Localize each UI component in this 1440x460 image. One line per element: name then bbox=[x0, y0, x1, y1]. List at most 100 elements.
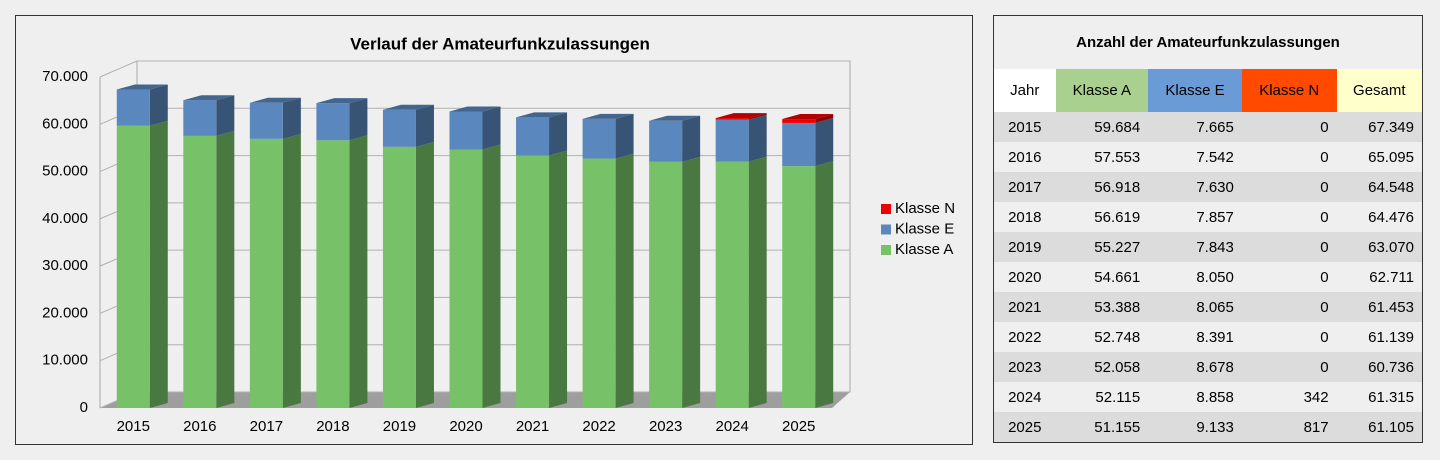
bar bbox=[649, 161, 683, 408]
bar bbox=[382, 109, 416, 147]
bar-side bbox=[149, 120, 168, 409]
table-row: 2016 57.553 7.542 0 65.095 bbox=[994, 142, 1422, 172]
bar-top bbox=[316, 98, 368, 104]
bar bbox=[516, 155, 550, 408]
bar-side bbox=[615, 153, 634, 408]
legend-label: Klasse A bbox=[895, 241, 953, 258]
x-tick-label: 2024 bbox=[715, 418, 748, 435]
bar-side bbox=[815, 117, 834, 167]
table-cell: 0 bbox=[1320, 118, 1329, 136]
bar-side bbox=[615, 113, 634, 159]
bar bbox=[782, 119, 816, 123]
table-cell: 817 bbox=[1303, 418, 1329, 436]
table-cell: 0 bbox=[1320, 358, 1329, 376]
bar bbox=[183, 135, 217, 409]
table-cell: 8.065 bbox=[1196, 298, 1234, 316]
bar-top bbox=[449, 106, 501, 112]
x-tick-label: 2019 bbox=[383, 418, 416, 435]
bar-side bbox=[682, 115, 701, 162]
y-tick-label: 10.000 bbox=[42, 352, 88, 369]
bar-side bbox=[549, 112, 568, 156]
data-table: Anzahl der Amateurfunkzulassungen Jahr Kl… bbox=[993, 15, 1423, 443]
table-title: Anzahl der Amateurfunkzulassungen bbox=[1076, 34, 1340, 51]
table-cell: 62.711 bbox=[1369, 268, 1414, 286]
bar bbox=[316, 140, 350, 408]
table-cell: 61.105 bbox=[1368, 418, 1414, 436]
table-cell: 61.453 bbox=[1368, 298, 1414, 316]
bar bbox=[449, 149, 483, 408]
y-tick-label: 20.000 bbox=[42, 304, 88, 321]
bar bbox=[582, 158, 616, 408]
header-cell: Klasse N bbox=[1241, 69, 1337, 112]
x-tick-label: 2020 bbox=[449, 418, 482, 435]
bar-top bbox=[516, 112, 568, 118]
legend-label: Klasse E bbox=[895, 220, 954, 237]
bar bbox=[249, 102, 283, 139]
bar-top bbox=[183, 95, 235, 101]
table-cell: 2023 bbox=[1008, 358, 1042, 376]
header-cell: Gesamt bbox=[1336, 69, 1422, 112]
bar-side bbox=[549, 150, 568, 408]
table-cell: 57.553 bbox=[1094, 148, 1141, 166]
bar bbox=[782, 166, 816, 408]
x-tick-label: 2021 bbox=[516, 418, 549, 435]
table-cell: 56.619 bbox=[1094, 208, 1141, 226]
x-tick-label: 2022 bbox=[582, 418, 615, 435]
bar-side bbox=[748, 156, 767, 408]
bar-side bbox=[482, 106, 501, 150]
table-cell: 2025 bbox=[1008, 418, 1042, 436]
legend-label: Klasse N bbox=[895, 200, 955, 217]
bar-side bbox=[282, 133, 301, 408]
table-cell: 0 bbox=[1320, 148, 1329, 166]
table-cell: 64.476 bbox=[1368, 208, 1414, 226]
table-cell: 0 bbox=[1320, 208, 1329, 226]
bar-side bbox=[415, 104, 434, 147]
table-cell: 7.630 bbox=[1196, 178, 1234, 196]
bar-side bbox=[748, 113, 767, 120]
table-cell: 2015 bbox=[1008, 118, 1042, 136]
table-cell: 63.070 bbox=[1368, 238, 1414, 256]
bar bbox=[516, 117, 550, 156]
y-tick-label: 30.000 bbox=[42, 257, 88, 274]
bar bbox=[116, 89, 150, 126]
table-row: 2020 54.661 8.050 0 62.711 bbox=[994, 262, 1422, 292]
table-cell: 0 bbox=[1320, 178, 1329, 196]
x-tick-label: 2023 bbox=[649, 418, 682, 435]
table: Jahr Klasse A Klasse E Klasse N Gesamt 2015 59… bbox=[994, 69, 1422, 442]
y-tick-label: 60.000 bbox=[42, 115, 88, 132]
table-cell: 52.115 bbox=[1095, 388, 1141, 406]
table-cell: 67.349 bbox=[1368, 118, 1414, 136]
table-row: 2024 52.115 8.858 342 61.315 bbox=[994, 382, 1422, 412]
bar-top bbox=[715, 113, 767, 119]
bar-side bbox=[815, 161, 834, 408]
bar bbox=[116, 125, 150, 409]
x-tick-label: 2015 bbox=[117, 418, 150, 435]
table-row: 2022 52.748 8.391 0 61.139 bbox=[994, 322, 1422, 352]
bar-side bbox=[815, 114, 834, 123]
x-tick-label: 2017 bbox=[250, 418, 283, 435]
bar bbox=[782, 122, 816, 167]
bar bbox=[316, 103, 350, 141]
table-cell: 342 bbox=[1303, 388, 1329, 406]
legend-swatch bbox=[881, 204, 891, 214]
table-cell: 8.678 bbox=[1196, 358, 1234, 376]
table-cell: 52.748 bbox=[1094, 328, 1141, 346]
bar-side bbox=[216, 95, 235, 136]
legend-swatch bbox=[881, 245, 891, 255]
bar-side bbox=[349, 135, 368, 408]
table-row: 2019 55.227 7.843 0 63.070 bbox=[994, 232, 1422, 262]
bar bbox=[582, 118, 616, 159]
table-cell: 64.548 bbox=[1368, 178, 1414, 196]
table-cell: 61.315 bbox=[1368, 388, 1414, 406]
bar-side bbox=[149, 84, 168, 126]
bar-side bbox=[282, 97, 301, 139]
bar bbox=[183, 100, 217, 136]
table-cell: 55.227 bbox=[1094, 238, 1141, 256]
table-cell: 53.388 bbox=[1094, 298, 1141, 316]
header-cell: Klasse A bbox=[1055, 69, 1149, 112]
y-tick-label: 0 bbox=[80, 399, 88, 416]
x-tick-label: 2018 bbox=[316, 418, 349, 435]
table-cell: 60.736 bbox=[1368, 358, 1414, 376]
table-cell: 0 bbox=[1320, 328, 1329, 346]
